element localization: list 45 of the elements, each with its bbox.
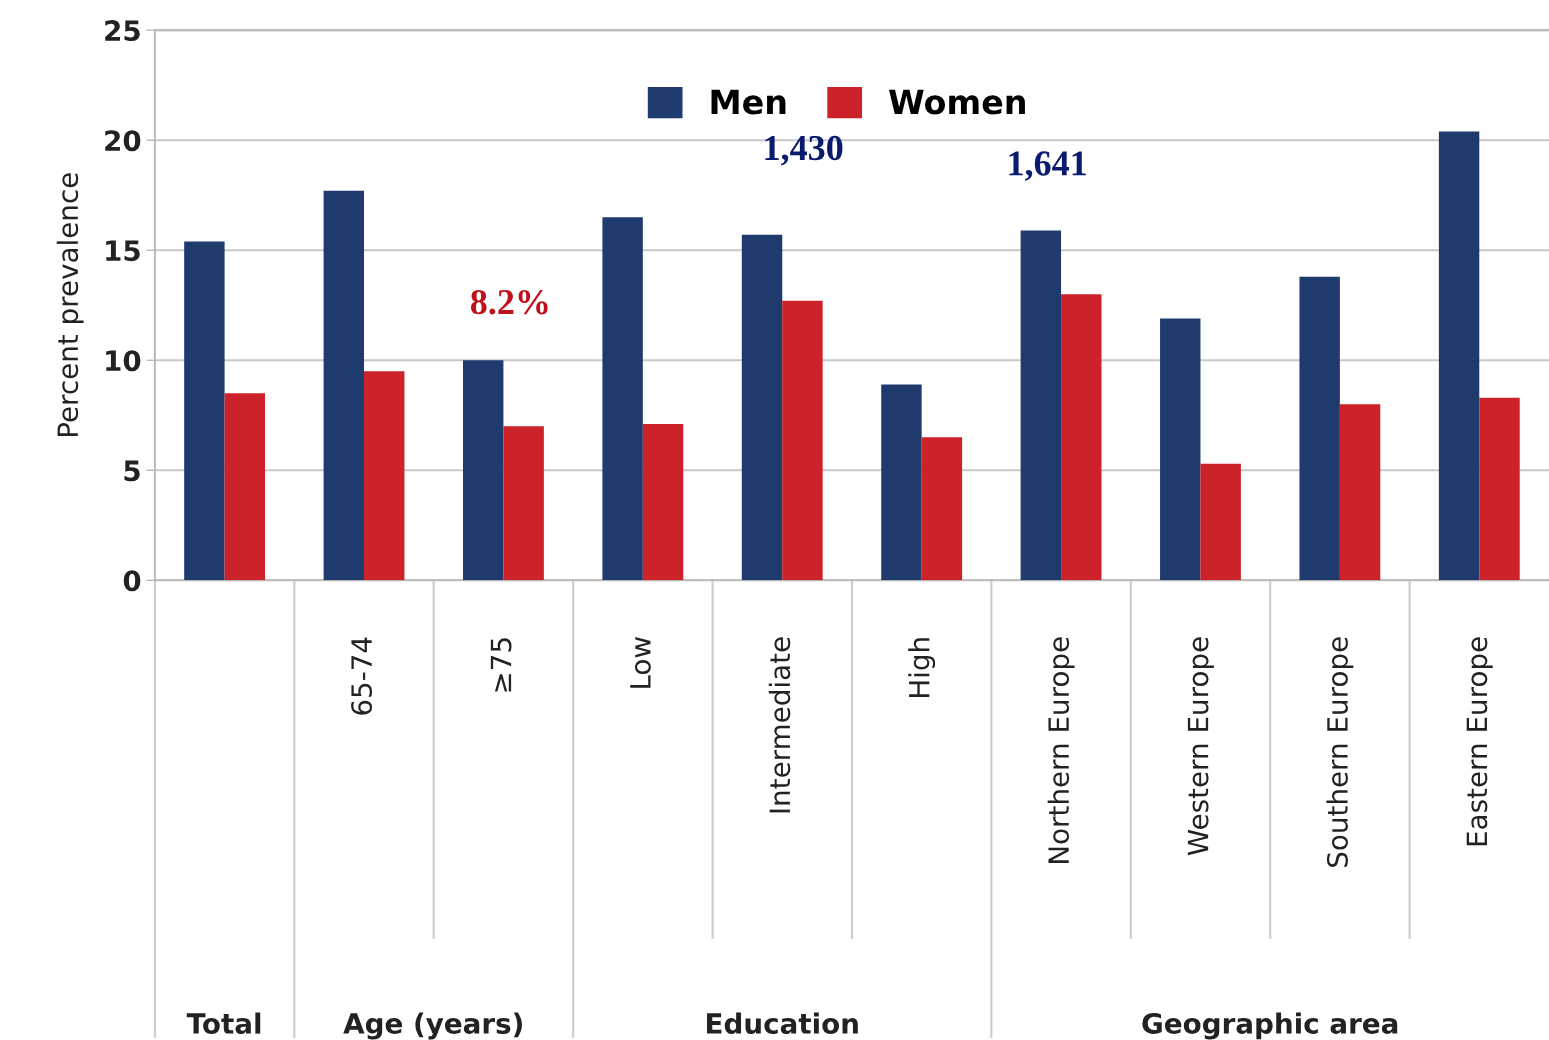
x-tick-label: Northern Europe <box>1047 637 1075 863</box>
text: Geographic area <box>1142 1012 1398 1040</box>
x-tick-label: ≥75 <box>490 638 512 692</box>
bar <box>1061 294 1102 581</box>
y-axis-title: Percent prevalence <box>56 173 84 437</box>
x-tick-label: Southern Europe <box>1326 637 1354 867</box>
bar <box>921 437 963 581</box>
bar <box>323 190 365 581</box>
bar <box>224 393 266 581</box>
bar <box>881 384 922 581</box>
bar <box>1020 230 1062 581</box>
annotation: 1,641 <box>1009 151 1086 181</box>
annotation: 8.2% <box>470 289 548 315</box>
bar <box>782 300 823 581</box>
x-tick-label: Western Europe <box>1187 637 1214 856</box>
y-tick-label: 20 <box>105 130 141 152</box>
text: Education <box>707 1012 858 1035</box>
bar <box>741 234 783 581</box>
bar <box>1299 276 1340 581</box>
x-tick-label: Eastern Europe <box>1466 637 1493 846</box>
bar <box>642 424 684 581</box>
text: Total <box>186 1012 261 1035</box>
annotation: 1,430 <box>765 135 843 166</box>
bar <box>1160 318 1201 581</box>
y-tick-label: 5 <box>124 460 140 482</box>
y-tick-label: 10 <box>106 350 141 372</box>
legend-label: Women <box>888 89 1025 115</box>
y-tick-label: 0 <box>123 570 141 592</box>
bar <box>1438 131 1480 581</box>
x-tick-label: 65-74 <box>351 637 373 715</box>
bar <box>463 360 504 581</box>
bar <box>503 426 544 581</box>
y-tick-label: 25 <box>105 20 140 42</box>
x-tick-label: Low <box>630 637 651 688</box>
x-tick-label: Intermediate <box>768 637 791 813</box>
bar <box>184 241 225 581</box>
bar <box>1479 397 1520 581</box>
text: Age (years) <box>343 1012 522 1040</box>
bar <box>1339 404 1381 581</box>
bar <box>1200 463 1241 581</box>
y-tick-label: 15 <box>106 240 140 262</box>
bar <box>602 217 643 581</box>
bar <box>364 371 405 581</box>
legend-label: Men <box>711 89 786 115</box>
x-tick-label: High <box>908 638 936 697</box>
